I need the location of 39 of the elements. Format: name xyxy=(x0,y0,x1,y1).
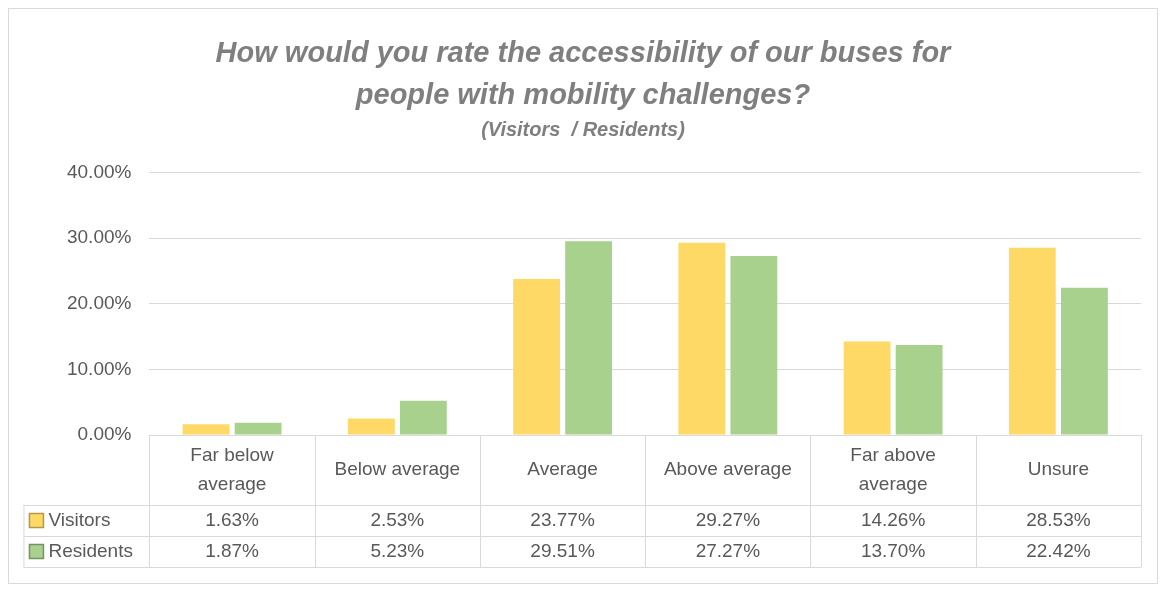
data-label: 14.26% xyxy=(860,508,926,530)
bar xyxy=(565,241,613,435)
chart-subtitle: (Visitors / Residents) xyxy=(480,117,686,142)
data-label: 23.77% xyxy=(530,508,595,530)
y-tick-label: 30.00% xyxy=(66,226,132,248)
data-label: 5.23% xyxy=(370,539,425,561)
bar xyxy=(1060,287,1108,435)
x-tick-label: Below average xyxy=(334,458,461,480)
legend-label: Visitors xyxy=(48,508,111,530)
chart-title: How would you rate the accessibility of our buses for people with mobility challenges? xyxy=(214,35,953,112)
x-tick-label: Far above average xyxy=(850,443,936,494)
bar xyxy=(182,424,230,435)
bar xyxy=(234,422,282,435)
data-label: 22.42% xyxy=(1026,539,1091,561)
data-label: 13.70% xyxy=(860,539,926,561)
bar xyxy=(513,278,560,435)
legend-label: Residents xyxy=(48,539,133,561)
x-tick-label: Average xyxy=(527,458,598,480)
y-tick-label: 10.00% xyxy=(66,357,132,379)
bar xyxy=(399,400,447,435)
y-tick-label: 0.00% xyxy=(77,423,132,445)
y-tick-label: 40.00% xyxy=(66,160,132,182)
data-label: 28.53% xyxy=(1026,508,1091,530)
x-tick-label: Far below average xyxy=(190,443,275,494)
data-label: 27.27% xyxy=(695,539,761,561)
data-label: 29.27% xyxy=(695,508,761,530)
data-label: 29.51% xyxy=(530,539,595,561)
x-tick-label: Unsure xyxy=(1027,458,1089,480)
bar xyxy=(843,341,891,435)
x-tick-label: Above average xyxy=(663,458,792,480)
data-label: 2.53% xyxy=(370,508,425,530)
data-label: 1.87% xyxy=(205,539,260,561)
bar xyxy=(347,418,395,435)
bar xyxy=(1008,247,1056,435)
bar xyxy=(895,345,943,435)
data-label: 1.63% xyxy=(205,508,260,530)
y-tick-label: 20.00% xyxy=(66,291,132,313)
bar xyxy=(730,255,778,435)
bar xyxy=(678,242,726,435)
